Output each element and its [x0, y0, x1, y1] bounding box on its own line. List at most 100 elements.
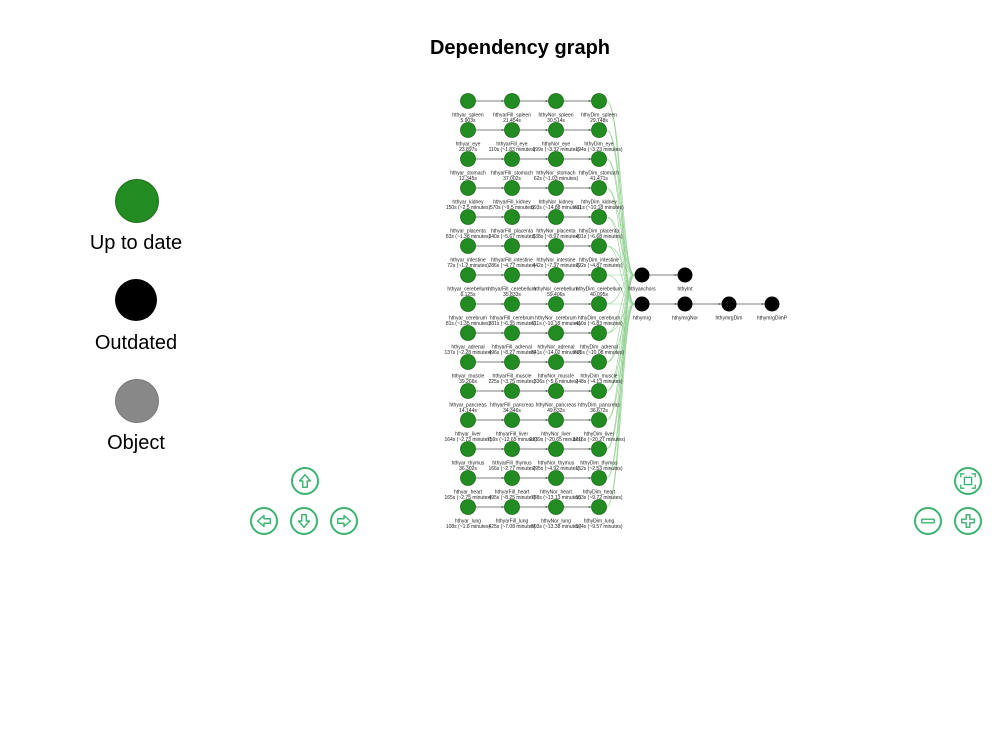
node-outdated[interactable] [721, 296, 737, 312]
node-up-to-date[interactable] [548, 151, 564, 167]
node-up-to-date[interactable] [591, 122, 607, 138]
node-outdated[interactable] [764, 296, 780, 312]
pan-down-button[interactable] [290, 507, 318, 535]
pan-left-button[interactable] [250, 507, 278, 535]
node-up-to-date[interactable] [548, 209, 564, 225]
node-label-name: hthyDim_eye [584, 142, 613, 148]
node-outdated[interactable] [677, 267, 693, 283]
pan-up-button[interactable] [291, 467, 319, 495]
edge-head [545, 476, 549, 480]
node-up-to-date[interactable] [591, 209, 607, 225]
edge-head [501, 186, 505, 190]
node-up-to-date[interactable] [504, 296, 520, 312]
node-label-name: hthyar_eye [456, 142, 481, 148]
pan-right-button[interactable] [330, 507, 358, 535]
node-up-to-date[interactable] [591, 441, 607, 457]
edge-head [501, 418, 505, 422]
node-up-to-date[interactable] [591, 499, 607, 515]
node-up-to-date[interactable] [504, 267, 520, 283]
fit-to-screen-button[interactable] [954, 467, 982, 495]
node-up-to-date[interactable] [460, 209, 476, 225]
edge-head [501, 99, 505, 103]
node-up-to-date[interactable] [591, 93, 607, 109]
node-up-to-date[interactable] [504, 499, 520, 515]
node-up-to-date[interactable] [548, 325, 564, 341]
node-up-to-date[interactable] [460, 93, 476, 109]
edge-head [501, 331, 505, 335]
node-up-to-date[interactable] [504, 209, 520, 225]
node-up-to-date[interactable] [504, 441, 520, 457]
node-up-to-date[interactable] [548, 354, 564, 370]
node-up-to-date[interactable] [460, 499, 476, 515]
node-up-to-date[interactable] [591, 151, 607, 167]
node-up-to-date[interactable] [460, 267, 476, 283]
edge-head [501, 447, 505, 451]
node-up-to-date[interactable] [504, 470, 520, 486]
node-up-to-date[interactable] [504, 383, 520, 399]
node-up-to-date[interactable] [548, 470, 564, 486]
node-up-to-date[interactable] [548, 238, 564, 254]
node-outdated[interactable] [634, 296, 650, 312]
node-up-to-date[interactable] [591, 383, 607, 399]
zoom-out-button[interactable] [914, 507, 942, 535]
node-up-to-date[interactable] [548, 180, 564, 196]
node-up-to-date[interactable] [504, 93, 520, 109]
node-up-to-date[interactable] [591, 470, 607, 486]
node-up-to-date[interactable] [591, 354, 607, 370]
node-up-to-date[interactable] [591, 296, 607, 312]
node-up-to-date[interactable] [504, 122, 520, 138]
node-up-to-date[interactable] [460, 180, 476, 196]
node-up-to-date[interactable] [460, 122, 476, 138]
node-label-name: hthyar_placenta [450, 229, 486, 235]
node-outdated[interactable] [677, 296, 693, 312]
node-up-to-date[interactable] [460, 441, 476, 457]
edge-to-outdated [606, 216, 635, 276]
node-up-to-date[interactable] [591, 238, 607, 254]
node-label-time: 611s (~10.18 minutes) [574, 205, 624, 211]
node-up-to-date[interactable] [548, 93, 564, 109]
node-up-to-date[interactable] [591, 412, 607, 428]
node-up-to-date[interactable] [460, 151, 476, 167]
node-up-to-date[interactable] [504, 180, 520, 196]
node-up-to-date[interactable] [504, 151, 520, 167]
node-up-to-date[interactable] [548, 267, 564, 283]
node-up-to-date[interactable] [504, 325, 520, 341]
node-up-to-date[interactable] [460, 470, 476, 486]
node-label-name: hthyar_spleen [452, 113, 484, 119]
node-up-to-date[interactable] [548, 383, 564, 399]
node-label-time: 59.406s [547, 292, 565, 298]
node-up-to-date[interactable] [548, 296, 564, 312]
node-up-to-date[interactable] [504, 412, 520, 428]
edge-head [501, 244, 505, 248]
edge-to-outdated [606, 274, 635, 334]
node-label-name: hthyarFill_eye [496, 142, 527, 148]
page-title: Dependency graph [429, 37, 611, 59]
node-label-time: 36.302s [459, 466, 477, 472]
node-label-name: hthymrgDimP [757, 316, 788, 322]
node-up-to-date[interactable] [460, 296, 476, 312]
node-label-name: hthyDim_stomach [579, 171, 619, 177]
node-up-to-date[interactable] [504, 238, 520, 254]
node-up-to-date[interactable] [591, 325, 607, 341]
node-label-time: 788s (~13.13 minutes) [531, 495, 581, 501]
node-label-time: 225s (~3.75 minutes) [488, 379, 535, 385]
node-up-to-date[interactable] [591, 180, 607, 196]
edge-to-outdated [606, 274, 635, 508]
node-up-to-date[interactable] [504, 354, 520, 370]
node-up-to-date[interactable] [460, 238, 476, 254]
node-up-to-date[interactable] [460, 354, 476, 370]
edge-head [588, 331, 592, 335]
edge-head [501, 476, 505, 480]
node-up-to-date[interactable] [460, 383, 476, 399]
node-up-to-date[interactable] [591, 267, 607, 283]
node-outdated[interactable] [634, 267, 650, 283]
node-up-to-date[interactable] [548, 412, 564, 428]
zoom-in-button[interactable] [954, 507, 982, 535]
node-up-to-date[interactable] [460, 412, 476, 428]
node-up-to-date[interactable] [460, 325, 476, 341]
node-label-time: 295s (~4.92 minutes) [532, 466, 579, 472]
node-up-to-date[interactable] [548, 441, 564, 457]
node-up-to-date[interactable] [548, 122, 564, 138]
node-up-to-date[interactable] [548, 499, 564, 515]
